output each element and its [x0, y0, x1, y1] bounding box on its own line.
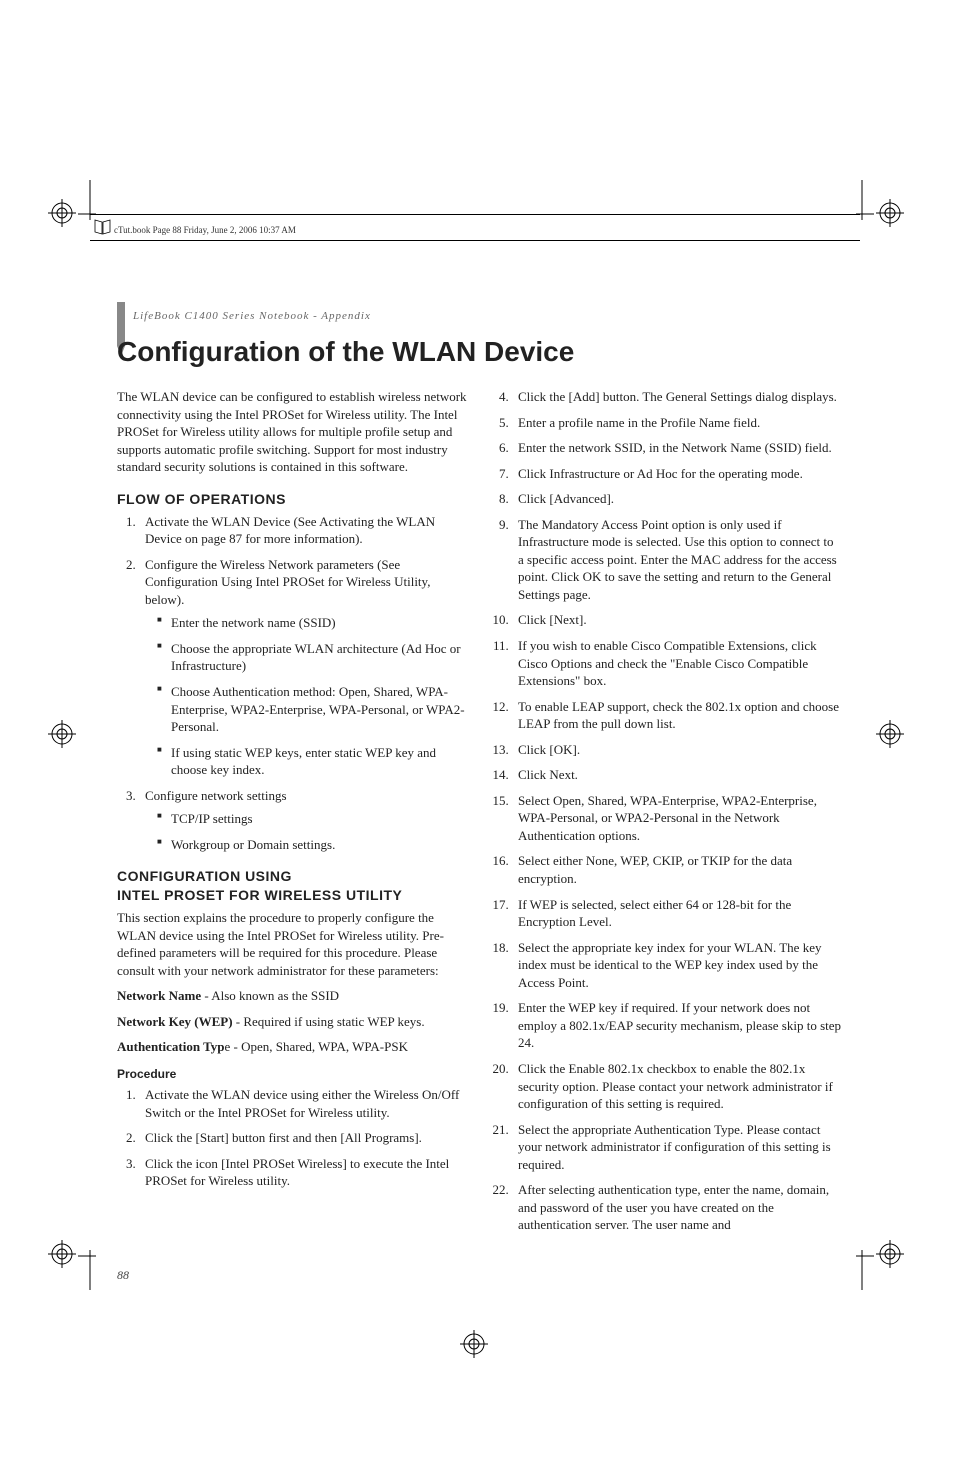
network-name-line: Network Name - Also known as the SSID [117, 987, 469, 1005]
proc-10: Click [Next]. [512, 611, 842, 629]
proc-15: Select Open, Shared, WPA-Enterprise, WPA… [512, 792, 842, 845]
cfg-heading-2: INTEL PROSET FOR WIRELESS UTILITY [117, 886, 469, 905]
proc-8: Click [Advanced]. [512, 490, 842, 508]
at-label: Authentication Typ [117, 1039, 225, 1054]
header-rule-bottom [90, 240, 860, 241]
nk-rest: - Required if using static WEP keys. [233, 1014, 425, 1029]
auth-type-line: Authentication Type - Open, Shared, WPA,… [117, 1038, 469, 1056]
procedure-list-right: Click the [Add] button. The General Sett… [490, 388, 842, 1234]
flow-b6: Workgroup or Domain settings. [159, 836, 469, 854]
column-right: Click the [Add] button. The General Sett… [490, 388, 842, 1242]
proc-14: Click Next. [512, 766, 842, 784]
nn-label: Network Name [117, 988, 201, 1003]
proc-6: Enter the network SSID, in the Network N… [512, 439, 842, 457]
flow-step-3-bullets: TCP/IP settings Workgroup or Domain sett… [145, 810, 469, 853]
proc-4: Click the [Add] button. The General Sett… [512, 388, 842, 406]
reg-mark-ml [48, 720, 76, 748]
flow-step-1: Activate the WLAN Device (See Activating… [139, 513, 469, 548]
header-rule-top [90, 214, 860, 215]
reg-mark-tr [876, 199, 904, 227]
proc-21: Select the appropriate Authentication Ty… [512, 1121, 842, 1174]
cfg-heading-1: CONFIGURATION USING [117, 867, 469, 886]
flow-b4: If using static WEP keys, enter static W… [159, 744, 469, 779]
nn-rest: - Also known as the SSID [201, 988, 339, 1003]
flow-heading: FLOW OF OPERATIONS [117, 490, 469, 509]
flow-step-3: Configure network settings TCP/IP settin… [139, 787, 469, 854]
reg-mark-mr [876, 720, 904, 748]
page-number: 88 [117, 1268, 129, 1283]
reg-mark-tl [48, 199, 76, 227]
flow-step-2: Configure the Wireless Network parameter… [139, 556, 469, 779]
crop-bl [78, 1250, 96, 1290]
crop-br [856, 1250, 874, 1290]
proc-12: To enable LEAP support, check the 802.1x… [512, 698, 842, 733]
header-text: cTut.book Page 88 Friday, June 2, 2006 1… [114, 225, 296, 235]
proc-20: Click the Enable 802.1x checkbox to enab… [512, 1060, 842, 1113]
proc-11: If you wish to enable Cisco Compatible E… [512, 637, 842, 690]
procedure-heading: Procedure [117, 1066, 469, 1082]
proc-19: Enter the WEP key if required. If your n… [512, 999, 842, 1052]
proc-3: Click the icon [Intel PROSet Wireless] t… [139, 1155, 469, 1190]
flow-step-2-bullets: Enter the network name (SSID) Choose the… [145, 614, 469, 778]
page-title: Configuration of the WLAN Device [117, 336, 574, 368]
reg-mark-bc [460, 1330, 488, 1358]
page: cTut.book Page 88 Friday, June 2, 2006 1… [0, 0, 954, 1475]
flow-list: Activate the WLAN Device (See Activating… [117, 513, 469, 854]
column-left: The WLAN device can be configured to est… [117, 388, 469, 1198]
procedure-list-left: Activate the WLAN device using either th… [117, 1086, 469, 1190]
reg-mark-br [876, 1240, 904, 1268]
cfg-intro: This section explains the procedure to p… [117, 909, 469, 979]
proc-7: Click Infrastructure or Ad Hoc for the o… [512, 465, 842, 483]
flow-step-3-text: Configure network settings [145, 788, 287, 803]
network-key-line: Network Key (WEP) - Required if using st… [117, 1013, 469, 1031]
proc-18: Select the appropriate key index for you… [512, 939, 842, 992]
flow-b1: Enter the network name (SSID) [159, 614, 469, 632]
proc-5: Enter a profile name in the Profile Name… [512, 414, 842, 432]
at-rest: e - Open, Shared, WPA, WPA-PSK [225, 1039, 408, 1054]
proc-13: Click [OK]. [512, 741, 842, 759]
reg-mark-bl [48, 1240, 76, 1268]
proc-22: After selecting authentication type, ent… [512, 1181, 842, 1234]
proc-9: The Mandatory Access Point option is onl… [512, 516, 842, 604]
proc-17: If WEP is selected, select either 64 or … [512, 896, 842, 931]
flow-b2: Choose the appropriate WLAN architecture… [159, 640, 469, 675]
flow-b3: Choose Authentication method: Open, Shar… [159, 683, 469, 736]
proc-2: Click the [Start] button first and then … [139, 1129, 469, 1147]
nk-label: Network Key (WEP) [117, 1014, 233, 1029]
running-head: LifeBook C1400 Series Notebook - Appendi… [133, 310, 371, 322]
flow-b5: TCP/IP settings [159, 810, 469, 828]
intro-text: The WLAN device can be configured to est… [117, 388, 469, 476]
proc-1: Activate the WLAN device using either th… [139, 1086, 469, 1121]
book-icon [94, 218, 112, 236]
flow-step-2-text: Configure the Wireless Network parameter… [145, 557, 430, 607]
proc-16: Select either None, WEP, CKIP, or TKIP f… [512, 852, 842, 887]
